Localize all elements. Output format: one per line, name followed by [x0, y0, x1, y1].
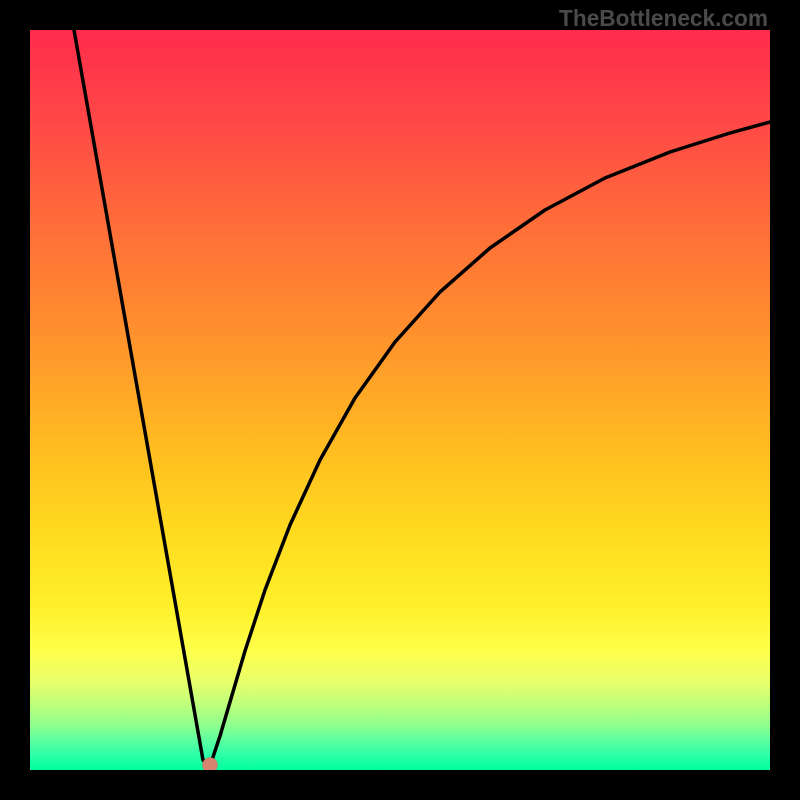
chart-container: TheBottleneck.com [0, 0, 800, 800]
minimum-marker [203, 758, 218, 771]
curve-layer [30, 30, 770, 770]
plot-area [30, 30, 770, 770]
bottleneck-curve [74, 30, 770, 766]
watermark-label: TheBottleneck.com [559, 5, 768, 32]
